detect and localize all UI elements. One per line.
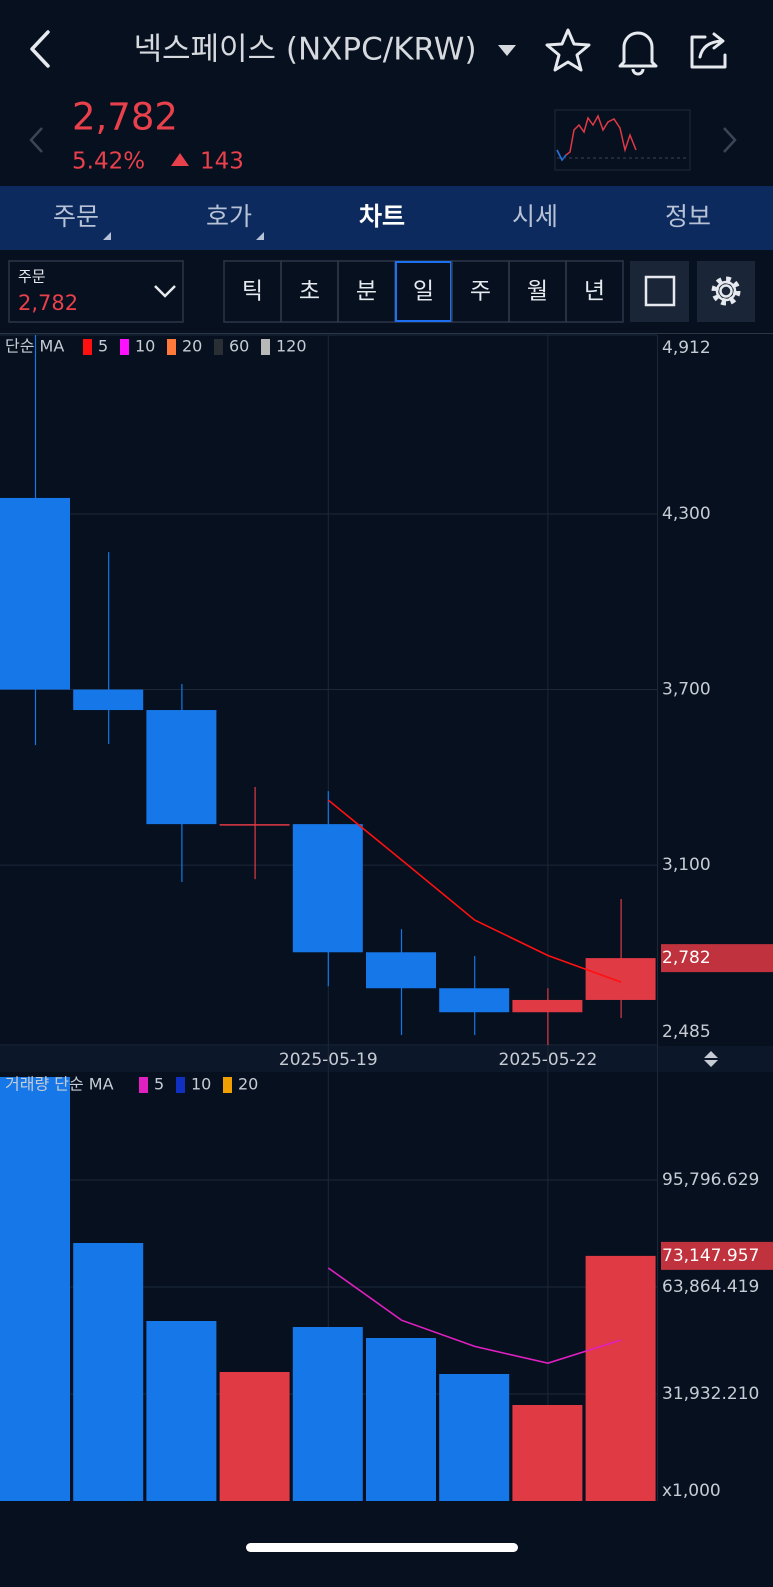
volume-bar bbox=[73, 1242, 144, 1501]
y-tick-label: 63,864.419 bbox=[662, 1277, 759, 1297]
candle-body bbox=[0, 497, 70, 690]
legend-title: 거래량 단순 MA bbox=[5, 1075, 114, 1094]
legend-swatch bbox=[120, 339, 129, 355]
y-tick-label: 3,700 bbox=[662, 680, 711, 700]
back-button[interactable] bbox=[30, 30, 50, 68]
order-price: 2,782 bbox=[18, 291, 78, 315]
candle-body bbox=[219, 824, 290, 826]
y-tick-label: 95,796.629 bbox=[662, 1170, 759, 1190]
period-label[interactable]: 월 bbox=[527, 279, 548, 305]
legend-label: 20 bbox=[238, 1075, 258, 1094]
y-tick-label: 4,300 bbox=[662, 504, 711, 524]
date-strip bbox=[0, 1046, 773, 1072]
candle-body bbox=[366, 952, 436, 989]
period-label[interactable]: 초 bbox=[299, 279, 320, 305]
alert-button[interactable] bbox=[618, 31, 658, 76]
mini-chart-line bbox=[556, 114, 637, 162]
y-tick-label: 2,485 bbox=[662, 1022, 711, 1042]
x-tick-label: 2025-05-19 bbox=[279, 1050, 378, 1070]
period-label[interactable]: 분 bbox=[356, 279, 377, 305]
volume-bar bbox=[292, 1327, 363, 1501]
volume-bar bbox=[146, 1320, 217, 1501]
change-percent: 5.42% bbox=[72, 149, 145, 175]
tab-corner bbox=[103, 232, 111, 240]
legend-label: 60 bbox=[229, 337, 249, 356]
layout-button[interactable] bbox=[630, 261, 689, 322]
volume-bar bbox=[219, 1371, 290, 1501]
tab[interactable]: 시세 bbox=[512, 202, 558, 231]
settings-gear bbox=[715, 280, 737, 302]
y-tick-label: 4,912 bbox=[662, 338, 711, 358]
last-price-box bbox=[661, 944, 773, 973]
order-dropdown[interactable] bbox=[154, 285, 176, 298]
legend-title: 단순 MA bbox=[5, 337, 64, 356]
order-label: 주문 bbox=[18, 268, 46, 286]
ma-line bbox=[327, 799, 622, 983]
period-label[interactable]: 틱 bbox=[242, 279, 263, 305]
legend-swatch bbox=[223, 1077, 232, 1093]
mini-chart-line bbox=[556, 149, 567, 162]
legend-label: 5 bbox=[154, 1075, 164, 1094]
favorite-button[interactable] bbox=[545, 28, 591, 72]
layout-icon bbox=[644, 275, 676, 307]
legend-label: 120 bbox=[276, 337, 307, 356]
legend-label: 20 bbox=[182, 337, 202, 356]
period-label[interactable]: 년 bbox=[584, 279, 605, 305]
current-price: 2,782 bbox=[72, 96, 178, 139]
last-volume-label: 73,147.957 bbox=[662, 1246, 759, 1266]
volume-bar bbox=[366, 1338, 436, 1501]
tab-bar bbox=[0, 186, 773, 250]
candle-body bbox=[146, 710, 217, 825]
up-arrow bbox=[171, 153, 189, 166]
settings-gear bbox=[719, 284, 733, 298]
resize-handle[interactable] bbox=[704, 1051, 718, 1067]
legend-swatch bbox=[214, 339, 223, 355]
settings-gear bbox=[711, 276, 741, 306]
legend-label: 5 bbox=[98, 337, 108, 356]
y-tick-label: 3,100 bbox=[662, 855, 711, 875]
candle-body bbox=[512, 999, 583, 1013]
last-price-label: 2,782 bbox=[662, 948, 711, 968]
y-tick-label: 31,932.210 bbox=[662, 1384, 759, 1404]
x-tick-label: 2025-05-22 bbox=[499, 1050, 598, 1070]
mini-chart bbox=[554, 109, 691, 171]
legend-swatch bbox=[176, 1077, 185, 1093]
title[interactable]: 넥스페이스 (NXPC/KRW) bbox=[133, 32, 476, 68]
volume-bar bbox=[439, 1373, 510, 1501]
legend-label: 10 bbox=[135, 337, 155, 356]
title-dropdown[interactable] bbox=[498, 45, 516, 56]
candle-body bbox=[585, 958, 656, 1000]
legend-swatch bbox=[139, 1077, 148, 1093]
period-button[interactable] bbox=[565, 260, 624, 323]
volume-bar bbox=[585, 1255, 656, 1501]
change-amount: 143 bbox=[200, 149, 244, 175]
candle-body bbox=[73, 689, 144, 711]
period-selected bbox=[395, 261, 452, 322]
legend-swatch bbox=[167, 339, 176, 355]
tab[interactable]: 호가 bbox=[206, 202, 252, 231]
tab[interactable]: 주문 bbox=[53, 202, 99, 231]
period-label[interactable]: 일 bbox=[413, 279, 434, 305]
last-volume-box bbox=[661, 1241, 773, 1270]
volume-bar bbox=[512, 1404, 583, 1501]
tab-corner bbox=[256, 232, 264, 240]
legend-swatch bbox=[83, 339, 92, 355]
share-button[interactable] bbox=[690, 32, 727, 69]
ma-line bbox=[327, 1267, 622, 1365]
next-coin[interactable] bbox=[723, 127, 737, 153]
volume-bar bbox=[0, 1077, 70, 1501]
legend-label: 10 bbox=[191, 1075, 211, 1094]
order-box[interactable] bbox=[8, 260, 184, 323]
legend-swatch bbox=[261, 339, 270, 355]
tab[interactable]: 정보 bbox=[665, 202, 711, 231]
period-label[interactable]: 주 bbox=[470, 279, 491, 305]
tab[interactable]: 차트 bbox=[359, 202, 405, 231]
candle-body bbox=[292, 824, 363, 953]
home-indicator bbox=[246, 1543, 518, 1552]
prev-coin[interactable] bbox=[29, 127, 43, 153]
unit-label: x1,000 bbox=[662, 1481, 721, 1501]
candle-body bbox=[439, 988, 510, 1013]
